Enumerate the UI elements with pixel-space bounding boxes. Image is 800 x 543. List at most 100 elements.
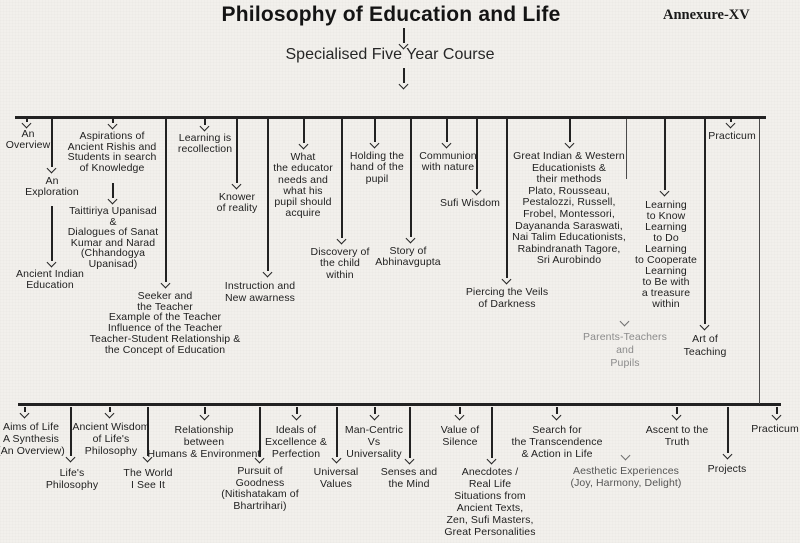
tier-connector-line bbox=[759, 119, 761, 404]
node-learning-to-know: Learning to Know Learning to Do Learning… bbox=[635, 199, 697, 310]
connector-line bbox=[506, 119, 508, 278]
connector-line bbox=[109, 407, 111, 412]
connector-line bbox=[730, 119, 732, 122]
arrow-down-icon bbox=[620, 450, 631, 461]
node-ancient-wisdom: Ancient Wisdom of Life's Philosophy bbox=[72, 421, 150, 457]
node-learning-is-recollection: Learning is recollection bbox=[177, 132, 233, 155]
arrow-down-icon bbox=[404, 454, 415, 465]
arrow-down-icon bbox=[722, 449, 733, 460]
node-value-of-silence: Value of Silence bbox=[440, 424, 480, 448]
tier2-branch-bar bbox=[18, 403, 781, 406]
connector-line bbox=[51, 119, 53, 167]
arrow-down-icon bbox=[454, 410, 465, 421]
arrow-down-icon bbox=[619, 316, 630, 327]
arrow-down-icon bbox=[564, 138, 575, 149]
connector-line bbox=[112, 119, 114, 123]
connector-line bbox=[776, 407, 778, 414]
connector-line bbox=[374, 119, 376, 142]
arrow-down-icon bbox=[725, 118, 736, 129]
node-an-exploration: An Exploration bbox=[25, 175, 79, 198]
arrow-down-icon bbox=[471, 185, 482, 196]
connector-line bbox=[303, 119, 305, 143]
tier1-branch-bar bbox=[15, 116, 766, 119]
connector-line bbox=[727, 407, 729, 453]
arrow-down-icon bbox=[46, 163, 57, 174]
connector-line bbox=[446, 119, 448, 142]
arrow-down-icon bbox=[699, 320, 710, 331]
arrow-down-icon bbox=[331, 453, 342, 464]
node-aims-of-life: Aims of Life A Synthesis (An Overview) bbox=[0, 421, 65, 457]
connector-line bbox=[24, 407, 26, 412]
connector-line bbox=[204, 119, 206, 125]
connector-line bbox=[267, 119, 269, 271]
connector-line bbox=[70, 407, 72, 456]
connector-line bbox=[569, 119, 571, 142]
node-man-centric: Man-Centric Vs Universality bbox=[344, 424, 404, 460]
arrow-down-icon bbox=[369, 138, 380, 149]
node-ascent-to-truth: Ascent to the Truth bbox=[645, 424, 709, 448]
node-aesthetic-experiences: Aesthetic Experiences (Joy, Harmony, Del… bbox=[570, 465, 682, 489]
arrow-down-icon bbox=[486, 454, 497, 465]
connector-line bbox=[374, 407, 376, 414]
node-sufi-wisdom: Sufi Wisdom bbox=[439, 197, 501, 209]
node-ideals-of-excellence: Ideals of Excellence & Perfection bbox=[265, 424, 327, 460]
node-piercing-veils: Piercing the Veils of Darkness bbox=[465, 286, 549, 310]
course-subtitle: Specialised Five Year Course bbox=[285, 46, 495, 63]
node-parents-teachers-pupils: Parents-Teachers and Pupils bbox=[583, 331, 667, 369]
connector-line bbox=[236, 119, 238, 183]
node-lifes-philosophy: Life's Philosophy bbox=[45, 467, 99, 491]
node-ancient-indian-education: Ancient Indian Education bbox=[16, 268, 84, 291]
arrow-down-icon bbox=[298, 139, 309, 150]
connector-line bbox=[410, 119, 412, 237]
arrow-down-icon bbox=[104, 408, 115, 419]
connector-line bbox=[704, 119, 706, 324]
connector-line bbox=[296, 407, 298, 414]
connector-line bbox=[676, 407, 678, 414]
arrow-down-icon bbox=[19, 408, 30, 419]
page-title: Philosophy of Education and Life bbox=[221, 3, 561, 26]
node-great-educationists: Great Indian & Western Educationists & t… bbox=[512, 150, 626, 267]
connector-line bbox=[165, 119, 167, 282]
connector-line bbox=[51, 206, 53, 261]
connector-line bbox=[403, 28, 405, 43]
node-instruction-new-awareness: Instruction and New awarness bbox=[224, 280, 296, 304]
arrow-down-icon bbox=[21, 118, 32, 129]
node-communion-with-nature: Communion with nature bbox=[419, 150, 477, 174]
connector-line bbox=[112, 183, 114, 198]
arrow-down-icon bbox=[671, 410, 682, 421]
connector-line bbox=[341, 119, 343, 238]
connector-line bbox=[147, 407, 149, 456]
connector-line bbox=[556, 407, 558, 414]
connector-line bbox=[626, 119, 628, 179]
arrow-down-icon bbox=[231, 179, 242, 190]
node-practicum-tier1: Practicum bbox=[708, 130, 756, 142]
node-art-of-teaching: Art of Teaching bbox=[683, 333, 727, 358]
connector-line bbox=[664, 119, 666, 190]
node-anecdotes: Anecdotes / Real Life Situations from An… bbox=[444, 466, 536, 538]
node-aspirations: Aspirations of Ancient Rishis and Studen… bbox=[67, 130, 157, 174]
node-universal-values: Universal Values bbox=[313, 466, 359, 490]
connector-line bbox=[476, 119, 478, 189]
arrow-down-icon bbox=[46, 257, 57, 268]
node-taittiriya-upanisad: Taittiriya Upanisad & Dialogues of Sanat… bbox=[67, 205, 159, 270]
connector-line bbox=[336, 407, 338, 457]
node-knower-of-reality: Knower of reality bbox=[216, 191, 258, 214]
arrow-down-icon bbox=[199, 410, 210, 421]
annexure-label: Annexure-XV bbox=[663, 7, 750, 23]
arrow-down-icon bbox=[398, 79, 409, 90]
arrow-down-icon bbox=[336, 234, 347, 245]
connector-line bbox=[491, 407, 493, 458]
node-projects: Projects bbox=[707, 463, 747, 475]
node-the-world-i-see-it: The World I See It bbox=[123, 467, 173, 491]
arrow-down-icon bbox=[107, 119, 118, 130]
connector-line bbox=[204, 407, 206, 414]
arrow-down-icon bbox=[405, 233, 416, 244]
connector-line bbox=[26, 119, 28, 122]
connector-line bbox=[459, 407, 461, 414]
arrow-down-icon bbox=[262, 267, 273, 278]
node-practicum-tier2: Practicum bbox=[751, 423, 799, 435]
node-holding-the-hand: Holding the hand of the pupil bbox=[349, 150, 405, 185]
node-story-of-abhinavgupta: Story of Abhinavgupta bbox=[375, 245, 441, 269]
node-senses-and-mind: Senses and the Mind bbox=[380, 466, 438, 490]
